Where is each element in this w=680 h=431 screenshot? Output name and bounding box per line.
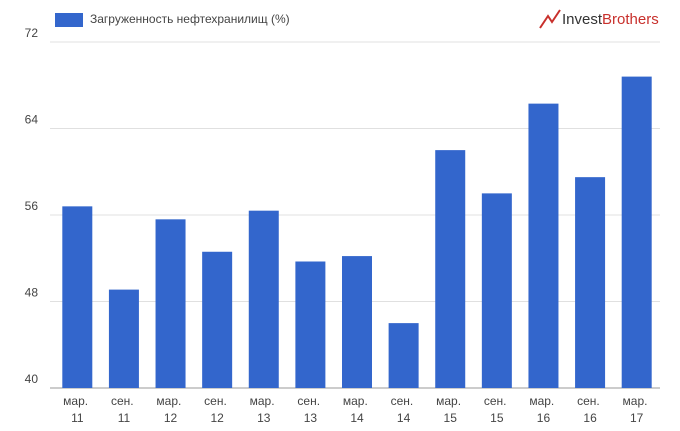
bar: [62, 206, 93, 388]
y-tick-label: 72: [25, 26, 39, 40]
x-tick-line: сен.: [297, 394, 323, 408]
x-tick-line: 15: [490, 411, 504, 425]
x-tick-line: 17: [630, 411, 644, 425]
bar: [575, 177, 606, 388]
x-tick-line: сен.: [204, 394, 230, 408]
x-tick-label: сен. 11: [111, 394, 137, 425]
x-tick-label: мар. 14: [343, 394, 371, 425]
x-tick-line: 14: [397, 411, 411, 425]
x-tick-line: сен.: [111, 394, 137, 408]
x-tick-line: 14: [350, 411, 364, 425]
y-tick-label: 64: [25, 113, 39, 127]
y-tick-label: 48: [25, 286, 39, 300]
x-tick-line: сен.: [391, 394, 417, 408]
logo-icon: [539, 9, 561, 29]
x-tick-line: 13: [257, 411, 271, 425]
bar: [342, 256, 372, 388]
x-tick-line: 16: [583, 411, 597, 425]
x-tick-label: сен. 14: [391, 394, 417, 425]
x-tick-label: мар. 16: [529, 394, 557, 425]
x-tick-line: 12: [210, 411, 224, 425]
bar: [528, 103, 559, 388]
bar: [108, 289, 139, 388]
bar: [248, 210, 279, 388]
x-tick-line: 15: [444, 411, 458, 425]
bar: [481, 193, 512, 388]
x-tick-label: мар. 15: [436, 394, 464, 425]
x-tick-line: мар.: [250, 394, 278, 408]
x-tick-line: мар.: [63, 394, 91, 408]
x-tick-line: 11: [118, 411, 131, 425]
bar: [202, 251, 233, 388]
logo-part: Brothers: [602, 11, 659, 28]
bar: [155, 219, 186, 388]
x-tick-label: сен. 12: [204, 394, 230, 425]
logo-part: Invest: [562, 11, 603, 28]
x-tick-line: сен.: [577, 394, 603, 408]
x-tick-label: мар. 11: [63, 394, 91, 425]
x-tick-label: мар. 17: [623, 394, 651, 425]
y-tick-label: 40: [25, 372, 39, 386]
x-tick-line: мар.: [529, 394, 557, 408]
x-tick-line: мар.: [156, 394, 184, 408]
x-tick-line: 12: [164, 411, 178, 425]
x-tick-line: 11: [71, 411, 84, 425]
logo: InvestBrothers: [562, 11, 659, 28]
x-tick-line: мар.: [343, 394, 371, 408]
x-tick-label: мар. 13: [250, 394, 278, 425]
y-tick-label: 56: [25, 199, 39, 213]
x-tick-line: мар.: [436, 394, 464, 408]
legend-label: Загруженность нефтехранилищ (%): [90, 12, 290, 26]
x-tick-label: мар. 12: [156, 394, 184, 425]
x-tick-label: сен. 16: [577, 394, 603, 425]
x-tick-line: 13: [304, 411, 318, 425]
bar: [295, 261, 326, 388]
x-tick-line: сен.: [484, 394, 510, 408]
x-tick-label: сен. 13: [297, 394, 323, 425]
bar: [388, 323, 419, 388]
legend-swatch: [55, 13, 83, 27]
x-tick-line: мар.: [623, 394, 651, 408]
x-tick-label: сен. 15: [484, 394, 510, 425]
bar: [621, 76, 652, 388]
x-tick-line: 16: [537, 411, 551, 425]
bar: [435, 150, 466, 388]
